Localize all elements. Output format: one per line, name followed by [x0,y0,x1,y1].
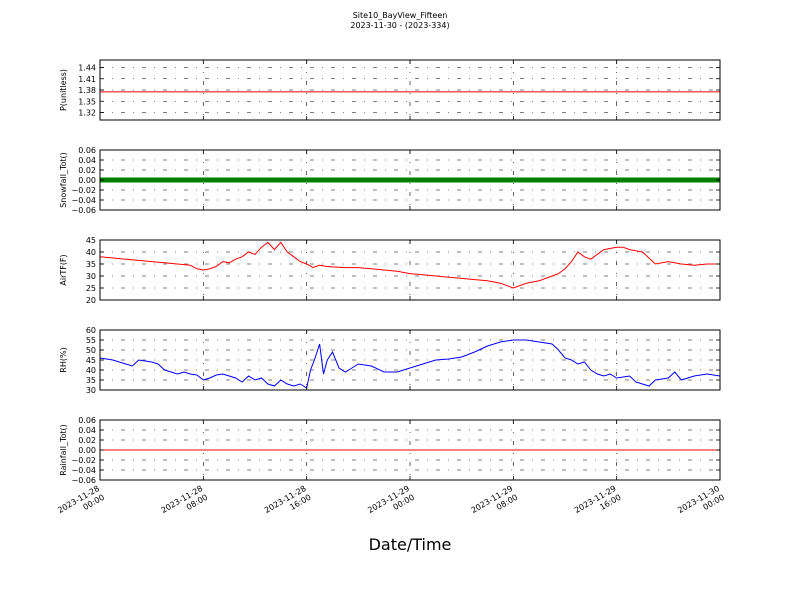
chart-panels: 1.321.351.381.411.44P(unitless)−0.06−0.0… [59,59,721,485]
y-tick-label: 0.02 [78,436,96,445]
y-tick-label: 0.00 [78,176,96,185]
y-tick-label: 0.06 [78,146,96,155]
y-tick-label: −0.02 [71,186,96,195]
y-tick-label: −0.02 [71,456,96,465]
y-tick-label: −0.06 [71,206,96,215]
y-tick-label: 55 [86,336,96,345]
y-tick-label: 40 [86,248,96,257]
y-tick-label: 0.04 [78,426,96,435]
y-tick-label: 0.00 [78,446,96,455]
series-line [99,339,721,389]
y-axis-label: RH(%) [59,347,68,372]
y-tick-label: 0.06 [78,416,96,425]
y-tick-label: 1.41 [78,75,96,84]
panel-3: 20 25 30 35 40 45 AirTF(F) [59,236,721,305]
y-tick-label: 1.38 [78,86,96,95]
chart-subtitle: 2023-11-30 - (2023-334) [350,21,449,30]
panel-5: −0.06−0.04−0.020.000.020.040.06 Rainfall_… [59,416,721,485]
chart-title: Site10_BayView_Fifteen [353,11,448,20]
y-tick-label: 50 [86,346,96,355]
x-axis-label: Date/Time [369,535,452,554]
y-axis-label: Snowfall_Tot() [59,152,68,208]
y-tick-label: 25 [86,284,96,293]
y-tick-label: 30 [86,272,96,281]
y-tick-label: 30 [86,386,96,395]
y-tick-label: −0.04 [71,466,96,475]
y-axis-label: Rainfall_Tot() [59,424,68,476]
y-tick-label: 35 [86,260,96,269]
y-tick-label: 1.32 [78,109,96,118]
series-line [99,241,720,289]
y-tick-label: 45 [86,236,96,245]
y-tick-label: 20 [86,296,96,305]
y-axis-label: AirTF(F) [59,254,68,285]
y-tick-label: −0.04 [71,196,96,205]
y-tick-label: −0.06 [71,476,96,485]
panel-1: 1.32 1.35 1.38 1.41 1.44 P(unitless) [59,59,721,121]
panel-2: −0.06−0.04−0.020.000.020.040.06 Snowfall_… [59,146,721,215]
y-tick-label: 45 [86,356,96,365]
y-tick-label: 0.04 [78,156,96,165]
y-tick-label: 1.44 [78,64,96,73]
y-tick-label: 40 [86,366,96,375]
y-tick-label: 1.35 [78,97,96,106]
y-tick-label: 60 [86,326,96,335]
y-tick-label: 0.02 [78,166,96,175]
y-tick-label: 35 [86,376,96,385]
y-axis-label: P(unitless) [59,69,68,111]
